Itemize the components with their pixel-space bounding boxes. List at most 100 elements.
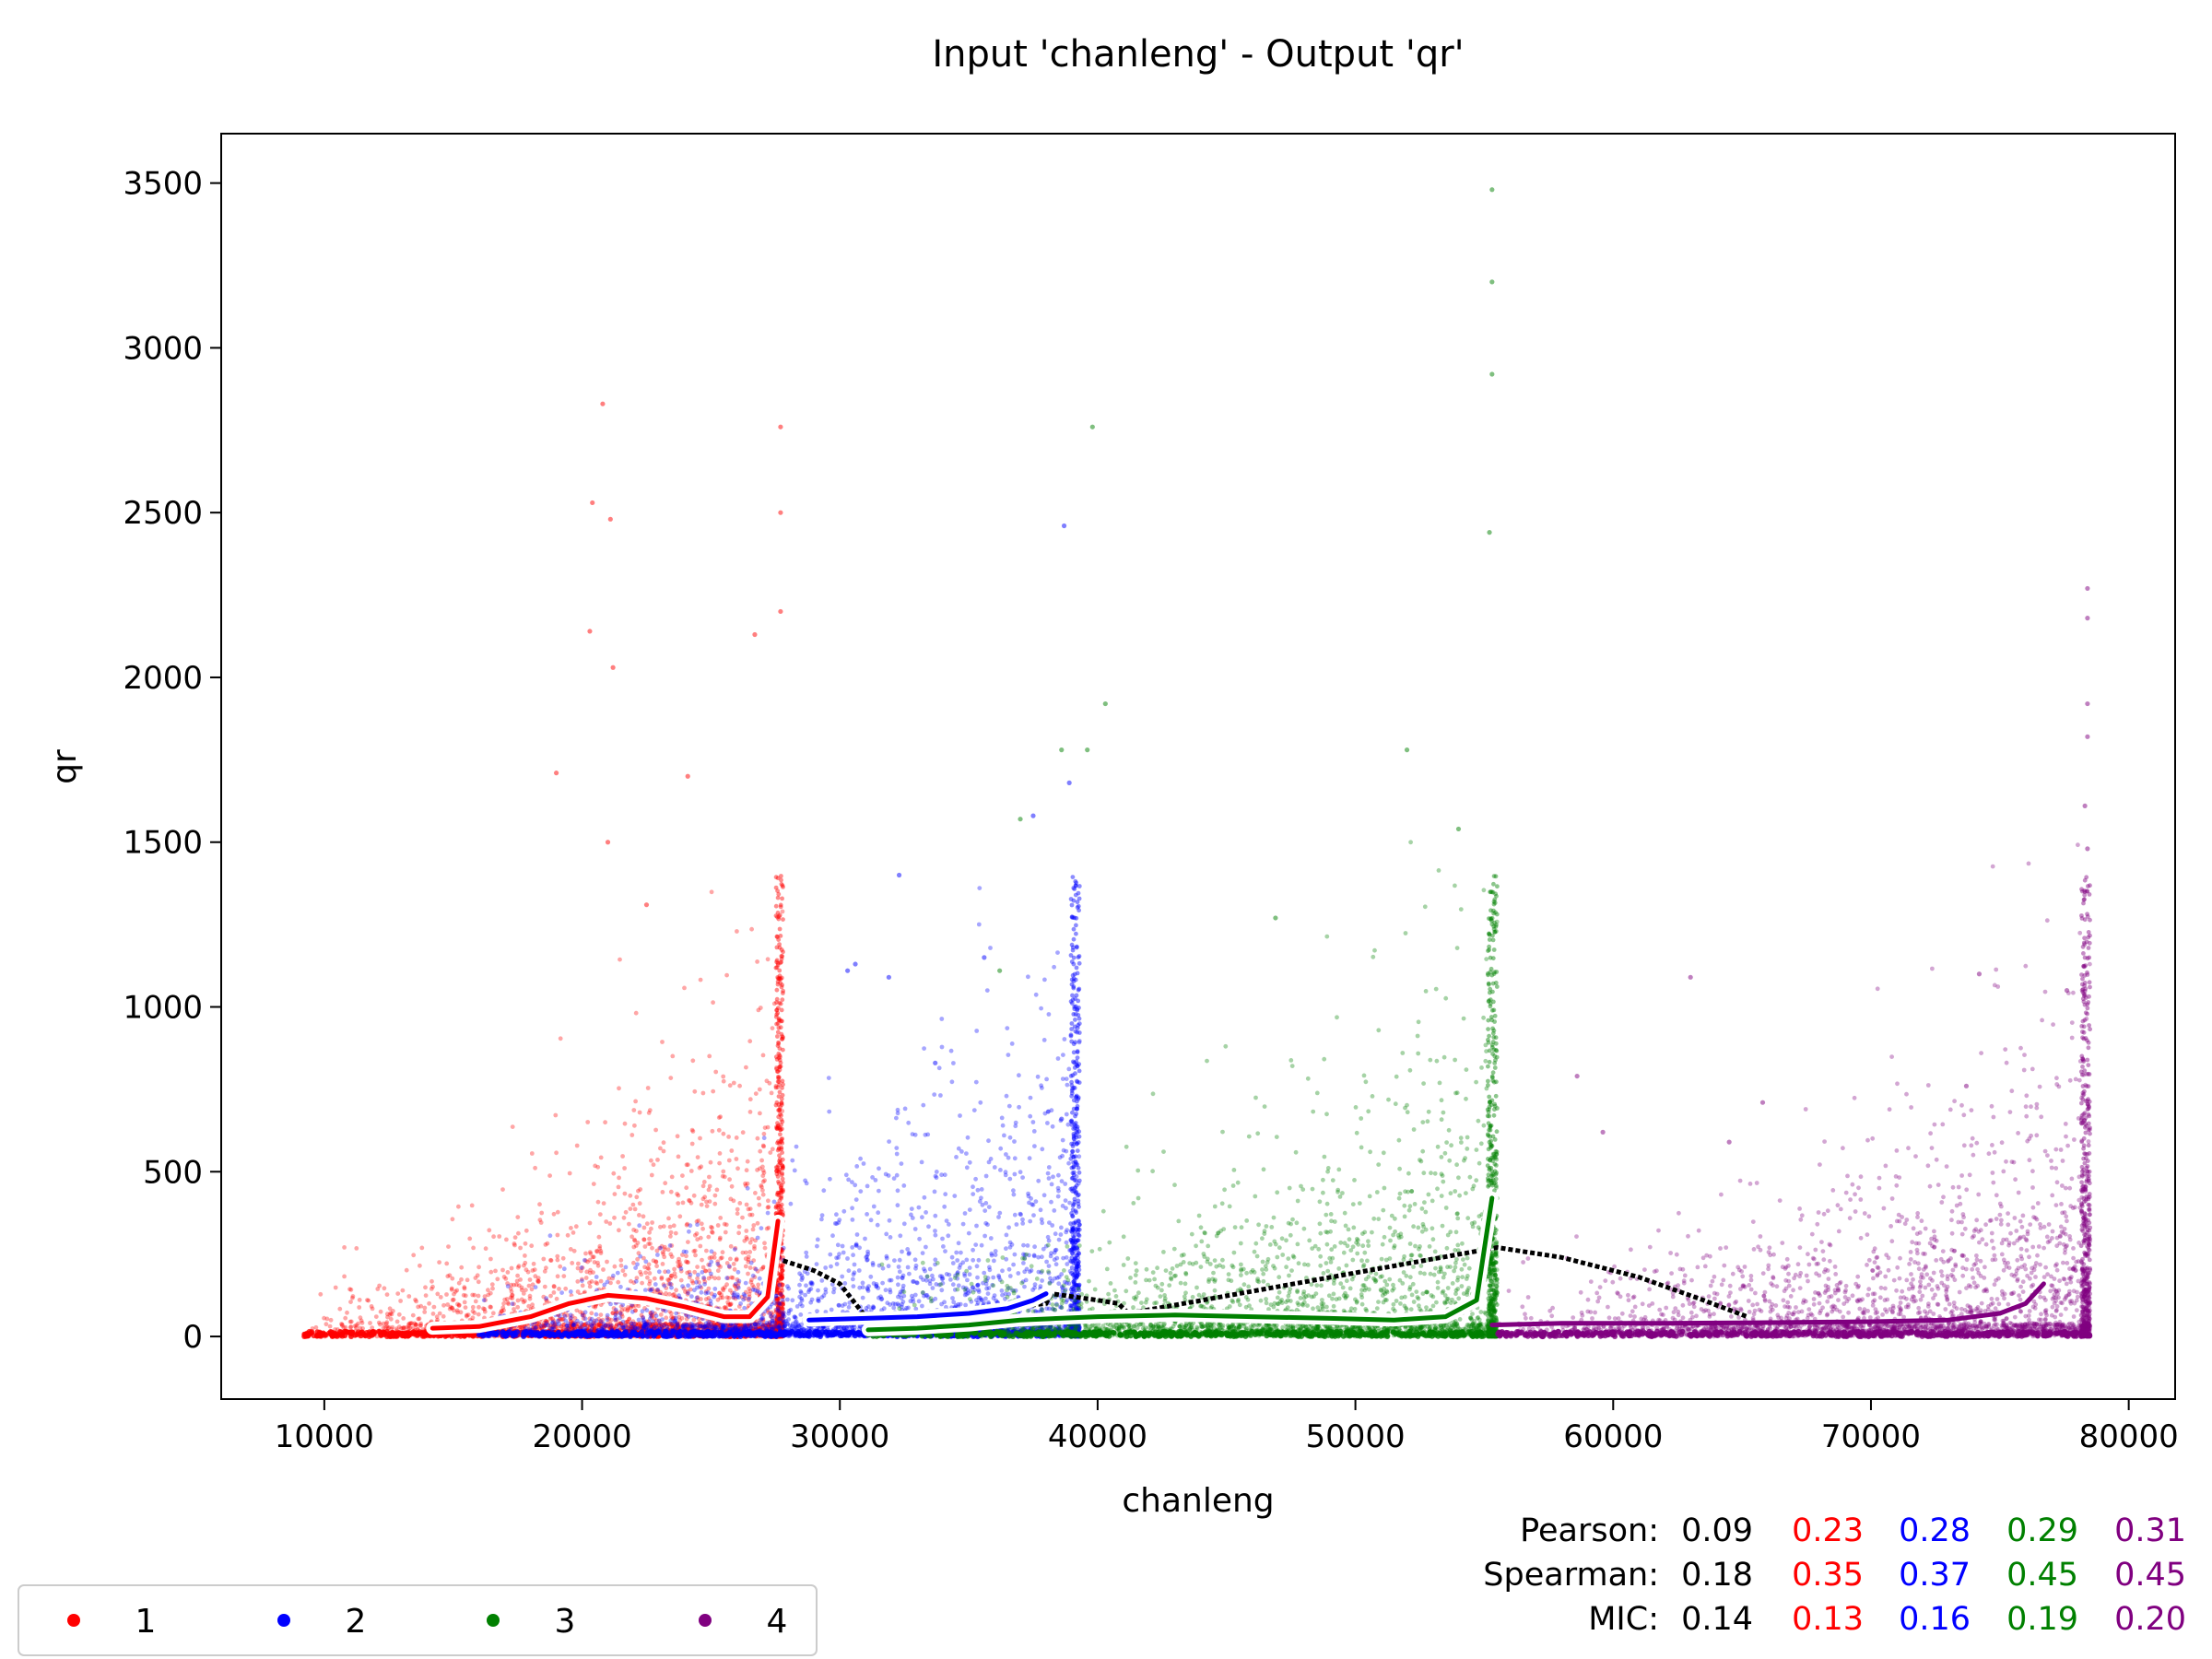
scatter-point-series-1 [646,1241,652,1246]
scatter-point-series-1 [740,1130,746,1135]
scatter-point-series-1 [476,1312,481,1317]
scatter-point-series-1 [404,1267,409,1273]
scatter-point-series-1 [337,1328,344,1335]
scatter-point-series-2 [976,1257,982,1263]
scatter-point-series-1 [767,1322,771,1327]
scatter-point-series-2 [842,1281,848,1286]
scatter-point-series-1 [622,1272,628,1277]
scatter-point-series-2 [701,1275,706,1280]
scatter-point-series-1 [569,1325,574,1330]
scatter-point-series-1 [710,1230,715,1235]
scatter-point-series-2 [819,1213,825,1218]
scatter-point-series-1 [775,1174,781,1179]
scatter-point-series-1 [755,1135,760,1141]
scatter-point-series-2 [1063,1198,1068,1203]
scatter-point-series-1 [487,1228,492,1233]
scatter-point-series-2 [629,1324,635,1329]
scatter-point-series-2 [895,1111,900,1116]
scatter-point-series-2 [594,1275,599,1279]
scatter-point-series-1 [477,1265,481,1270]
scatter-point-series-1 [597,1212,603,1217]
scatter-point-series-2 [924,1292,930,1298]
scatter-point-series-1 [671,1324,676,1329]
scatter-point-series-2 [960,1221,966,1227]
scatter-point-series-1 [542,1269,547,1274]
scatter-point-series-1 [328,1317,334,1323]
scatter-point-series-1 [707,1174,712,1180]
scatter-point-series-1 [762,1245,768,1251]
scatter-point-series-2 [755,1235,760,1241]
scatter-point-series-2 [1035,1074,1041,1079]
scatter-point-series-1 [754,1290,759,1296]
scatter-point-series-1 [645,1265,651,1271]
scatter-point-series-1 [447,1306,453,1312]
scatter-point-series-1 [561,1274,567,1278]
scatter-point-series-1 [459,1265,465,1270]
scatter-point-series-2 [1041,1246,1046,1252]
scatter-point-series-2 [846,1304,852,1310]
scatter-point-series-2 [1004,1246,1008,1252]
scatter-point-series-1 [647,1236,652,1241]
scatter-point-series-2 [977,886,982,890]
scatter-point-series-1 [780,1150,784,1155]
scatter-point-series-2 [951,1300,957,1305]
scatter-point-series-1 [645,1275,650,1280]
scatter-point-series-1 [735,1211,740,1217]
scatter-point-series-1 [722,1305,727,1311]
scatter-point-series-1 [435,1291,441,1297]
scatter-point-series-1 [762,1125,768,1130]
scatter-point-series-1 [707,1183,712,1189]
scatter-point-series-1 [512,1242,517,1248]
scatter-point-series-2 [920,1251,925,1255]
scatter-point-series-1 [662,1254,667,1260]
scatter-point-series-1 [723,1230,728,1235]
scatter-point-series-1 [761,1171,767,1175]
scatter-point-series-2 [753,1266,759,1272]
scatter-point-series-1 [691,1249,697,1253]
scatter-point-series-1 [780,1140,785,1146]
scatter-point-series-1 [601,1267,606,1272]
scatter-point-series-1 [553,1324,559,1330]
scatter-point-series-1 [388,1316,394,1322]
scatter-point-series-1 [603,1120,607,1125]
scatter-point-series-1 [423,1285,428,1290]
scatter-point-series-1 [548,1323,553,1328]
scatter-point-series-2 [804,1283,808,1288]
scatter-point-series-2 [841,1208,847,1214]
scatter-point-series-1 [373,1314,379,1319]
scatter-point-series-2 [939,1044,945,1050]
scatter-point-series-2 [1055,950,1060,955]
scatter-point-series-1 [688,1169,694,1173]
scatter-point-series-2 [830,1233,835,1239]
scatter-point-series-1 [587,1284,593,1289]
scatter-point-series-1 [618,1257,624,1263]
scatter-point-series-1 [501,1301,506,1306]
scatter-point-series-1 [313,1324,319,1330]
scatter-point-series-1 [515,1298,521,1303]
scatter-point-series-1 [389,1312,394,1317]
scatter-point-series-1 [728,1243,734,1249]
scatter-point-series-2 [979,1242,984,1248]
scatter-point-series-1 [523,1260,528,1265]
scatter-point-series-1 [743,1264,748,1269]
scatter-point-series-1 [473,1299,478,1304]
scatter-point-series-1 [447,1273,453,1278]
scatter-point-series-2 [1021,1261,1026,1265]
scatter-point-series-1 [701,1180,707,1184]
scatter-point-series-1 [407,1325,413,1330]
scatter-point-series-1 [634,1229,639,1234]
scatter-point-series-1 [560,1255,566,1261]
scatter-point-series-1 [622,1166,627,1171]
scatter-point-series-1 [717,1290,722,1296]
scatter-point-series-1 [445,1274,451,1279]
scatter-point-series-1 [658,1325,664,1330]
scatter-point-series-2 [973,1176,978,1182]
scatter-point-series-1 [625,1308,630,1313]
scatter-point-series-2 [602,1282,607,1288]
scatter-point-series-1 [523,1241,528,1246]
scatter-point-series-1 [753,1191,758,1195]
scatter-point-series-2 [732,1247,737,1252]
scatter-point-series-2 [884,1231,889,1237]
scatter-point-series-2 [900,1276,905,1281]
scatter-point-series-1 [774,1288,779,1293]
